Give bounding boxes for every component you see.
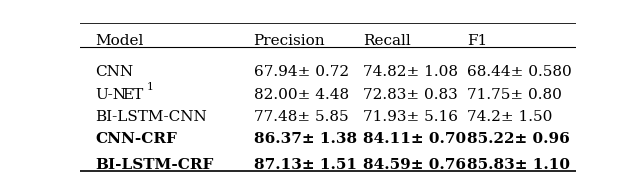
Text: ET: ET bbox=[122, 87, 143, 101]
Text: 84.59± 0.76: 84.59± 0.76 bbox=[363, 158, 466, 172]
Text: 84.11± 0.70: 84.11± 0.70 bbox=[363, 132, 466, 146]
Text: 72.83± 0.83: 72.83± 0.83 bbox=[363, 87, 458, 101]
Text: 87.13± 1.51: 87.13± 1.51 bbox=[253, 158, 356, 172]
Text: 67.94± 0.72: 67.94± 0.72 bbox=[253, 65, 349, 79]
Text: 74.2± 1.50: 74.2± 1.50 bbox=[467, 110, 552, 124]
Text: CNN-CRF: CNN-CRF bbox=[95, 132, 177, 146]
Text: 82.00± 4.48: 82.00± 4.48 bbox=[253, 87, 349, 101]
Text: 86.37± 1.38: 86.37± 1.38 bbox=[253, 132, 356, 146]
Text: 68.44± 0.580: 68.44± 0.580 bbox=[467, 65, 572, 79]
Text: Recall: Recall bbox=[363, 34, 410, 48]
Text: 77.48± 5.85: 77.48± 5.85 bbox=[253, 110, 348, 124]
Text: 71.75± 0.80: 71.75± 0.80 bbox=[467, 87, 562, 101]
Text: 74.82± 1.08: 74.82± 1.08 bbox=[363, 65, 458, 79]
Text: 71.93± 5.16: 71.93± 5.16 bbox=[363, 110, 458, 124]
Text: BI-LSTM-CNN: BI-LSTM-CNN bbox=[95, 110, 207, 124]
Text: BI-LSTM-CRF: BI-LSTM-CRF bbox=[95, 158, 213, 172]
Text: Precision: Precision bbox=[253, 34, 325, 48]
Text: U-N: U-N bbox=[95, 87, 126, 101]
Text: CNN: CNN bbox=[95, 65, 133, 79]
Text: 85.83± 1.10: 85.83± 1.10 bbox=[467, 158, 570, 172]
Text: 1: 1 bbox=[147, 81, 154, 92]
Text: F1: F1 bbox=[467, 34, 487, 48]
Text: 85.22± 0.96: 85.22± 0.96 bbox=[467, 132, 570, 146]
Text: Model: Model bbox=[95, 34, 143, 48]
